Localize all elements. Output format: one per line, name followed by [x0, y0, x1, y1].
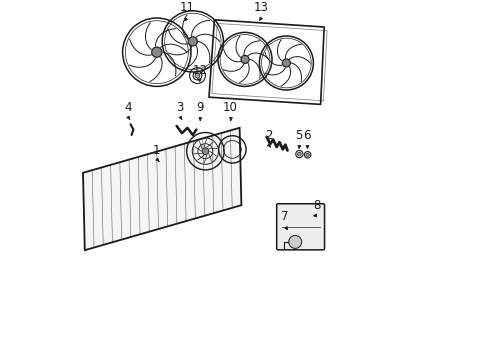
- Text: 10: 10: [223, 102, 238, 114]
- Text: 9: 9: [196, 102, 204, 114]
- Text: 1: 1: [153, 144, 161, 157]
- Circle shape: [152, 47, 162, 57]
- Circle shape: [241, 55, 249, 63]
- Circle shape: [195, 73, 200, 78]
- Text: 5: 5: [295, 129, 303, 142]
- Text: 11: 11: [180, 1, 195, 14]
- Text: 2: 2: [265, 129, 272, 142]
- Text: 8: 8: [313, 199, 320, 212]
- Circle shape: [306, 153, 309, 156]
- Circle shape: [289, 235, 302, 248]
- Circle shape: [202, 148, 209, 154]
- FancyBboxPatch shape: [277, 204, 324, 250]
- Circle shape: [188, 37, 197, 46]
- Polygon shape: [83, 128, 242, 250]
- Circle shape: [297, 152, 301, 156]
- Text: 3: 3: [176, 102, 184, 114]
- Text: 6: 6: [303, 129, 311, 142]
- Text: 12: 12: [193, 64, 207, 77]
- Text: 7: 7: [281, 210, 288, 223]
- Circle shape: [282, 59, 291, 67]
- Text: 4: 4: [124, 102, 132, 114]
- Text: 13: 13: [254, 1, 269, 14]
